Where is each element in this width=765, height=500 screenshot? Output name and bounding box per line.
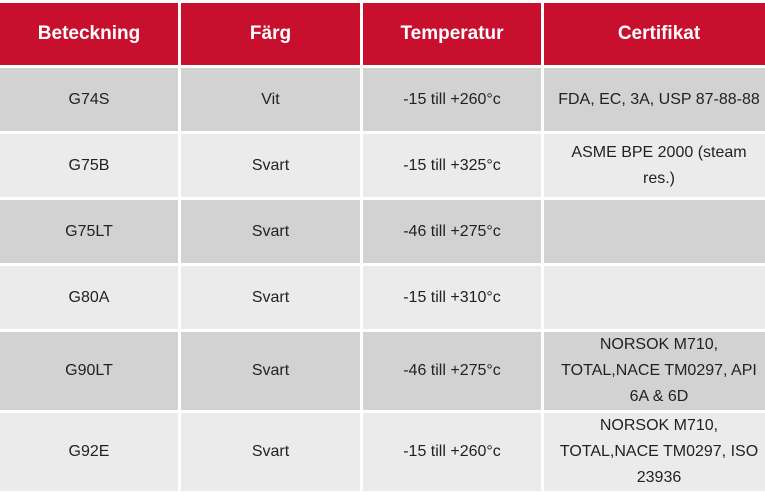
- table-cell: Vit: [181, 68, 360, 131]
- table-row: G80A Svart -15 till +310°c: [0, 266, 765, 329]
- table-cell: [544, 266, 765, 329]
- table-cell: -15 till +325°c: [363, 134, 541, 197]
- table-cell: Svart: [181, 266, 360, 329]
- table-cell: NORSOK M710, TOTAL,NACE TM0297, ISO 2393…: [544, 413, 765, 491]
- table-body: G74S Vit -15 till +260°c FDA, EC, 3A, USP 8…: [0, 68, 765, 491]
- table-cell: G75B: [0, 134, 178, 197]
- table-cell: [544, 200, 765, 263]
- table-header: Beteckning Färg Temperatur Certifikat: [0, 3, 765, 65]
- table-row: G74S Vit -15 till +260°c FDA, EC, 3A, USP 8…: [0, 68, 765, 131]
- table-row: G92E Svart -15 till +260°c NORSOK M710, TOT…: [0, 413, 765, 491]
- table-row: G75B Svart -15 till +325°c ASME BPE 2000 (s…: [0, 134, 765, 197]
- table-cell: G92E: [0, 413, 178, 491]
- table-cell: Svart: [181, 332, 360, 410]
- table-cell: Svart: [181, 413, 360, 491]
- header-cell: Certifikat: [544, 3, 765, 65]
- table-cell: Svart: [181, 200, 360, 263]
- table-cell: -15 till +260°c: [363, 68, 541, 131]
- table-cell: Svart: [181, 134, 360, 197]
- table-cell: G74S: [0, 68, 178, 131]
- table-cell: FDA, EC, 3A, USP 87-88-88: [544, 68, 765, 131]
- table-row: G75LT Svart -46 till +275°c: [0, 200, 765, 263]
- table-cell: -46 till +275°c: [363, 332, 541, 410]
- table-cell: ASME BPE 2000 (steam res.): [544, 134, 765, 197]
- table-cell: -15 till +310°c: [363, 266, 541, 329]
- table-cell: G80A: [0, 266, 178, 329]
- table-cell: -15 till +260°c: [363, 413, 541, 491]
- table-cell: -46 till +275°c: [363, 200, 541, 263]
- table-row: G90LT Svart -46 till +275°c NORSOK M710, TO…: [0, 332, 765, 410]
- header-row: Beteckning Färg Temperatur Certifikat: [0, 3, 765, 65]
- header-cell: Färg: [181, 3, 360, 65]
- header-cell: Temperatur: [363, 3, 541, 65]
- header-cell: Beteckning: [0, 3, 178, 65]
- table-cell: G75LT: [0, 200, 178, 263]
- table-cell: NORSOK M710, TOTAL,NACE TM0297, API 6A &…: [544, 332, 765, 410]
- table-cell: G90LT: [0, 332, 178, 410]
